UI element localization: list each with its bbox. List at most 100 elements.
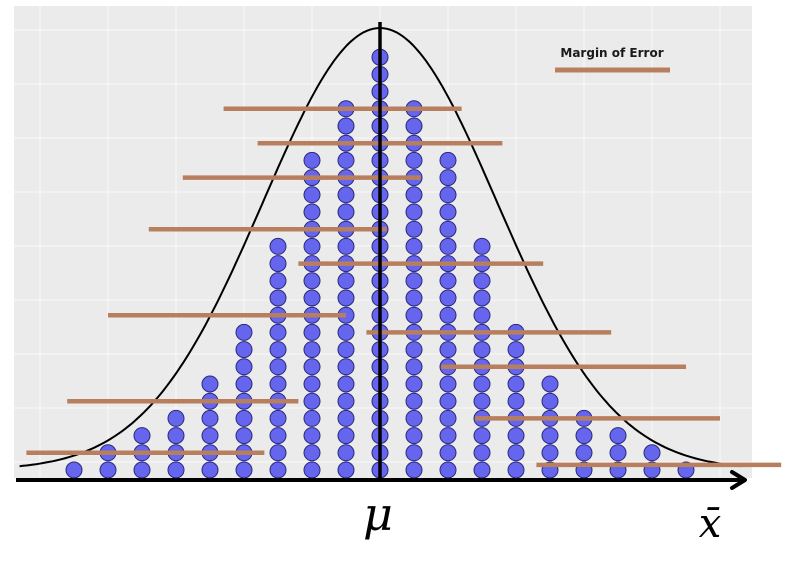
- sample-mean-dot: [269, 444, 287, 462]
- sample-mean-dot: [541, 444, 559, 462]
- sample-mean-dot: [269, 409, 287, 427]
- sample-mean-dot: [473, 289, 491, 307]
- sample-mean-dot: [473, 461, 491, 479]
- sample-mean-dot: [337, 358, 355, 376]
- sample-mean-dot: [269, 358, 287, 376]
- sample-mean-dot: [303, 289, 321, 307]
- sample-mean-dot: [439, 237, 457, 255]
- sample-mean-dot: [337, 461, 355, 479]
- sample-mean-dot: [405, 375, 423, 393]
- sample-mean-dot: [337, 444, 355, 462]
- sample-mean-dot: [303, 203, 321, 221]
- sample-mean-dot: [269, 255, 287, 273]
- sample-mean-dot: [303, 341, 321, 359]
- sample-mean-dot: [439, 151, 457, 169]
- sample-mean-dot: [473, 375, 491, 393]
- sample-mean-dot: [269, 272, 287, 290]
- sample-mean-dot: [541, 392, 559, 410]
- sample-mean-dot: [99, 461, 117, 479]
- sample-mean-dot: [405, 392, 423, 410]
- sample-mean-dot: [269, 427, 287, 445]
- sample-mean-dot: [507, 427, 525, 445]
- sample-mean-dot: [303, 186, 321, 204]
- sample-mean-dot: [235, 341, 253, 359]
- sample-mean-dot: [235, 461, 253, 479]
- sample-mean-dot: [303, 151, 321, 169]
- x-axis-arrow-icon: [730, 470, 747, 490]
- sample-mean-dot: [337, 117, 355, 135]
- sample-mean-dot: [235, 427, 253, 445]
- sample-mean-dot: [405, 117, 423, 135]
- sample-mean-dot: [303, 427, 321, 445]
- sample-mean-dot: [235, 375, 253, 393]
- sample-mean-dot: [201, 409, 219, 427]
- sample-mean-dot: [269, 323, 287, 341]
- sample-mean-dot: [405, 341, 423, 359]
- sample-mean-dot: [167, 461, 185, 479]
- sample-mean-dot: [133, 427, 151, 445]
- sample-mean-dot: [303, 409, 321, 427]
- x-bar-label: x̄: [699, 501, 722, 547]
- sample-mean-dot: [337, 289, 355, 307]
- sample-mean-dot: [473, 392, 491, 410]
- confidence-intervals: [26, 106, 782, 468]
- sample-mean-dot: [405, 151, 423, 169]
- legend: Margin of Error: [555, 46, 670, 73]
- sample-mean-dot: [235, 409, 253, 427]
- sample-mean-dot: [337, 203, 355, 221]
- sample-mean-dot: [439, 444, 457, 462]
- sample-mean-dot: [337, 409, 355, 427]
- sample-mean-dot: [473, 306, 491, 324]
- sample-mean-dot: [507, 444, 525, 462]
- sample-mean-dot: [405, 358, 423, 376]
- sample-mean-dot: [303, 323, 321, 341]
- sample-mean-dot: [303, 272, 321, 290]
- sample-mean-dot: [439, 341, 457, 359]
- sample-mean-dot: [473, 341, 491, 359]
- sample-mean-dot: [337, 427, 355, 445]
- sample-mean-dot: [303, 358, 321, 376]
- sample-mean-dot: [439, 272, 457, 290]
- sample-mean-dot: [269, 289, 287, 307]
- sample-mean-dot: [439, 392, 457, 410]
- sample-mean-dot: [405, 306, 423, 324]
- sample-mean-dot: [405, 220, 423, 238]
- sample-mean-dot: [303, 444, 321, 462]
- sample-mean-dot: [541, 427, 559, 445]
- sample-mean-dot: [643, 444, 661, 462]
- sample-mean-dot: [65, 461, 83, 479]
- sample-mean-dot: [337, 341, 355, 359]
- sample-mean-dot: [201, 461, 219, 479]
- sample-mean-dot: [439, 375, 457, 393]
- sample-mean-dot: [303, 375, 321, 393]
- sample-mean-dot: [337, 272, 355, 290]
- sample-mean-dot: [337, 237, 355, 255]
- sample-mean-dot: [405, 272, 423, 290]
- sample-mean-dot: [473, 272, 491, 290]
- sample-mean-dot: [337, 392, 355, 410]
- sample-mean-dot: [133, 461, 151, 479]
- sample-mean-dot: [167, 427, 185, 445]
- mu-label: μ: [363, 487, 393, 541]
- sample-mean-dot: [303, 392, 321, 410]
- sample-mean-dot: [269, 237, 287, 255]
- sample-mean-dot: [269, 461, 287, 479]
- sample-mean-dot: [439, 306, 457, 324]
- sample-mean-dot: [201, 427, 219, 445]
- sample-mean-dot: [405, 203, 423, 221]
- sample-mean-dot: [405, 289, 423, 307]
- sample-mean-dot: [473, 427, 491, 445]
- sample-mean-dot: [405, 409, 423, 427]
- sample-mean-dot: [439, 169, 457, 187]
- sample-mean-dot: [439, 289, 457, 307]
- sample-mean-dot: [405, 237, 423, 255]
- sample-mean-dot: [269, 375, 287, 393]
- sample-mean-dot: [439, 427, 457, 445]
- sample-mean-dot: [167, 409, 185, 427]
- sample-mean-dot: [439, 203, 457, 221]
- sample-mean-dot: [337, 186, 355, 204]
- sample-mean-dot: [609, 427, 627, 445]
- sample-mean-dot: [473, 444, 491, 462]
- sample-mean-dot: [473, 237, 491, 255]
